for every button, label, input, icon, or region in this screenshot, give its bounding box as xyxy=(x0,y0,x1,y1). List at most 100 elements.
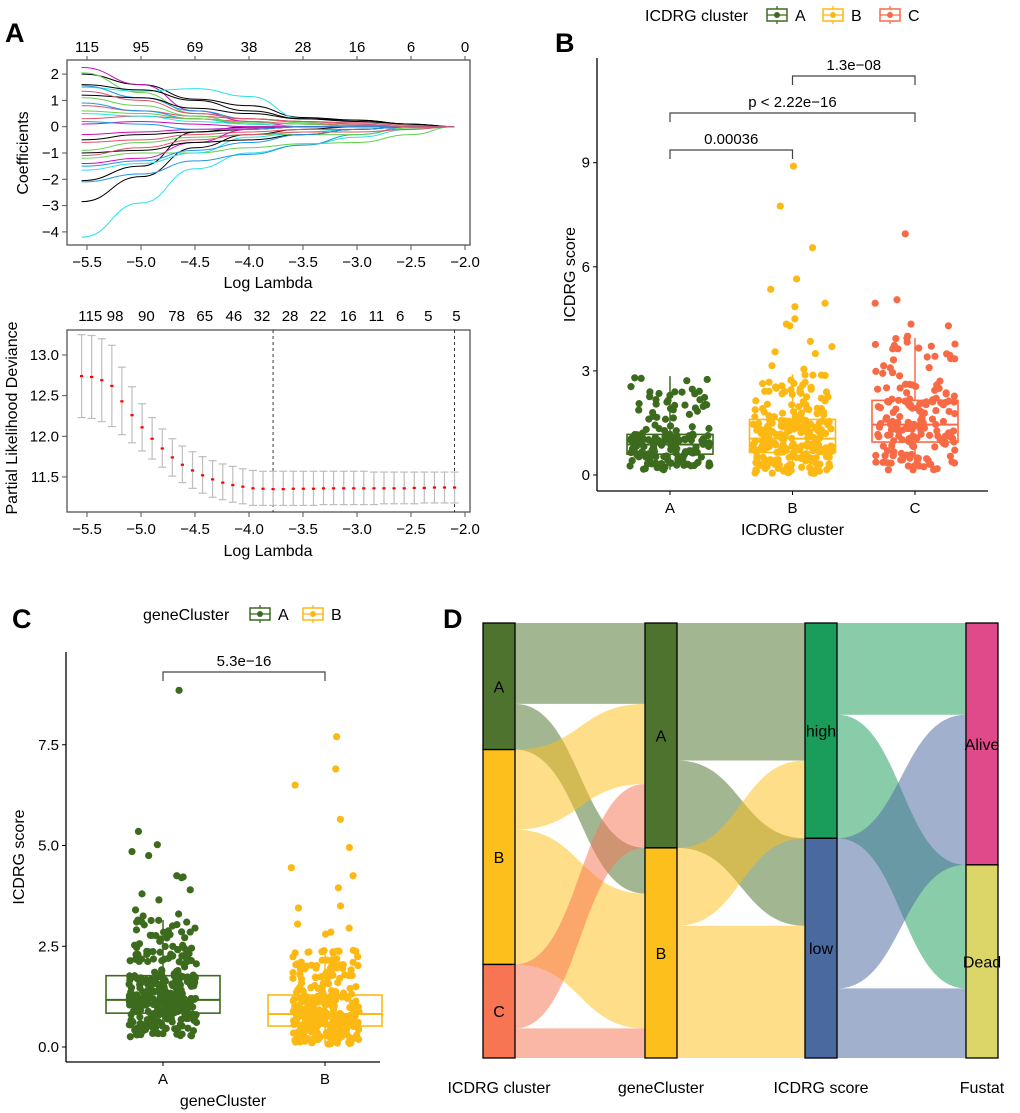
data-point xyxy=(655,389,663,398)
data-point xyxy=(156,937,164,945)
data-point xyxy=(655,425,663,433)
data-point xyxy=(347,1039,355,1047)
outlier-point xyxy=(901,230,909,238)
coefficient-path xyxy=(81,72,455,128)
data-point xyxy=(765,378,773,386)
data-point xyxy=(291,1036,299,1044)
data-point xyxy=(352,997,360,1005)
data-point xyxy=(788,442,796,450)
data-point xyxy=(302,962,311,970)
data-point xyxy=(186,1013,194,1021)
data-point xyxy=(314,998,322,1006)
top-tick-label: 38 xyxy=(241,39,258,56)
outlier-point xyxy=(786,322,794,330)
outlier-point xyxy=(186,886,194,894)
flow-band xyxy=(677,925,805,1058)
cv-point xyxy=(279,470,288,507)
data-point xyxy=(192,1018,201,1027)
data-point xyxy=(693,459,702,467)
x-tick-label: −2.5 xyxy=(396,521,426,538)
data-point xyxy=(132,950,140,959)
data-point xyxy=(678,388,686,396)
cv-point xyxy=(117,366,126,436)
data-point xyxy=(166,989,175,997)
coefficient-path xyxy=(81,86,455,128)
x-tick-label: −3.0 xyxy=(342,254,372,271)
data-point xyxy=(951,340,959,348)
deviance-point xyxy=(160,447,164,450)
deviance-point xyxy=(110,384,114,387)
box xyxy=(105,974,221,1014)
deviance-point xyxy=(120,400,124,403)
deviance-point xyxy=(281,488,285,491)
data-point xyxy=(700,393,709,402)
outlier-point xyxy=(336,902,345,910)
data-point xyxy=(809,439,817,447)
data-point xyxy=(672,439,681,447)
data-point xyxy=(811,466,820,474)
data-point xyxy=(672,427,680,435)
data-point xyxy=(813,409,821,418)
data-point xyxy=(801,371,809,379)
data-point xyxy=(798,463,806,471)
data-point xyxy=(646,393,654,401)
deviance-point xyxy=(170,456,174,459)
data-point xyxy=(930,465,939,473)
stratum-b xyxy=(644,847,678,1059)
top-tick-label: 6 xyxy=(407,39,415,56)
data-point xyxy=(950,392,958,400)
data-point xyxy=(160,955,168,963)
legend-item-b: B xyxy=(302,605,342,624)
outlier-point xyxy=(153,841,161,849)
data-point xyxy=(890,448,898,456)
cv-point xyxy=(228,465,237,503)
data-point xyxy=(904,437,913,445)
data-point xyxy=(292,1011,301,1019)
box-group-a xyxy=(105,686,221,1041)
data-point xyxy=(820,445,828,453)
x-tick-label: −4.0 xyxy=(234,254,264,271)
data-point xyxy=(336,961,344,969)
data-point xyxy=(125,980,133,988)
data-point xyxy=(320,1015,328,1023)
outlier-point xyxy=(332,765,340,773)
data-point xyxy=(325,995,333,1003)
deviance-point xyxy=(311,487,316,490)
data-point xyxy=(155,1011,163,1019)
top-tick-label: 32 xyxy=(254,308,271,325)
coefficient-path xyxy=(81,94,455,128)
data-point xyxy=(136,977,144,986)
deviance-point xyxy=(190,469,195,472)
legend: ICDRG cluster A B C xyxy=(645,6,920,25)
data-point xyxy=(133,1031,141,1039)
deviance-point xyxy=(301,487,305,490)
outlier-point xyxy=(349,872,357,880)
data-point xyxy=(653,413,661,421)
legend-title: geneCluster xyxy=(143,607,230,624)
x-tick-label: −5.5 xyxy=(72,521,102,538)
data-point xyxy=(337,1033,346,1041)
cv-point xyxy=(329,470,338,506)
data-point xyxy=(799,381,807,389)
data-point xyxy=(697,453,705,461)
data-point xyxy=(350,1016,358,1024)
plot-frame xyxy=(66,329,471,513)
sankey-axis-3: Alive Dead Fustat xyxy=(960,622,1005,1097)
deviance-point xyxy=(362,487,366,490)
outlier-point xyxy=(903,332,912,340)
data-point xyxy=(148,931,156,940)
data-point xyxy=(333,947,341,955)
data-point xyxy=(681,401,689,409)
cv-point xyxy=(138,403,147,452)
data-point xyxy=(635,406,643,414)
data-point xyxy=(915,422,923,430)
data-point xyxy=(635,400,643,408)
data-point xyxy=(931,443,939,451)
deviance-point xyxy=(150,437,154,440)
y-axis-title: Coefficients xyxy=(15,111,32,194)
data-point xyxy=(627,448,635,457)
y-tick-label: 11.5 xyxy=(31,469,59,486)
data-point xyxy=(768,419,776,427)
cv-point xyxy=(248,469,257,507)
deviance-point xyxy=(200,474,205,477)
